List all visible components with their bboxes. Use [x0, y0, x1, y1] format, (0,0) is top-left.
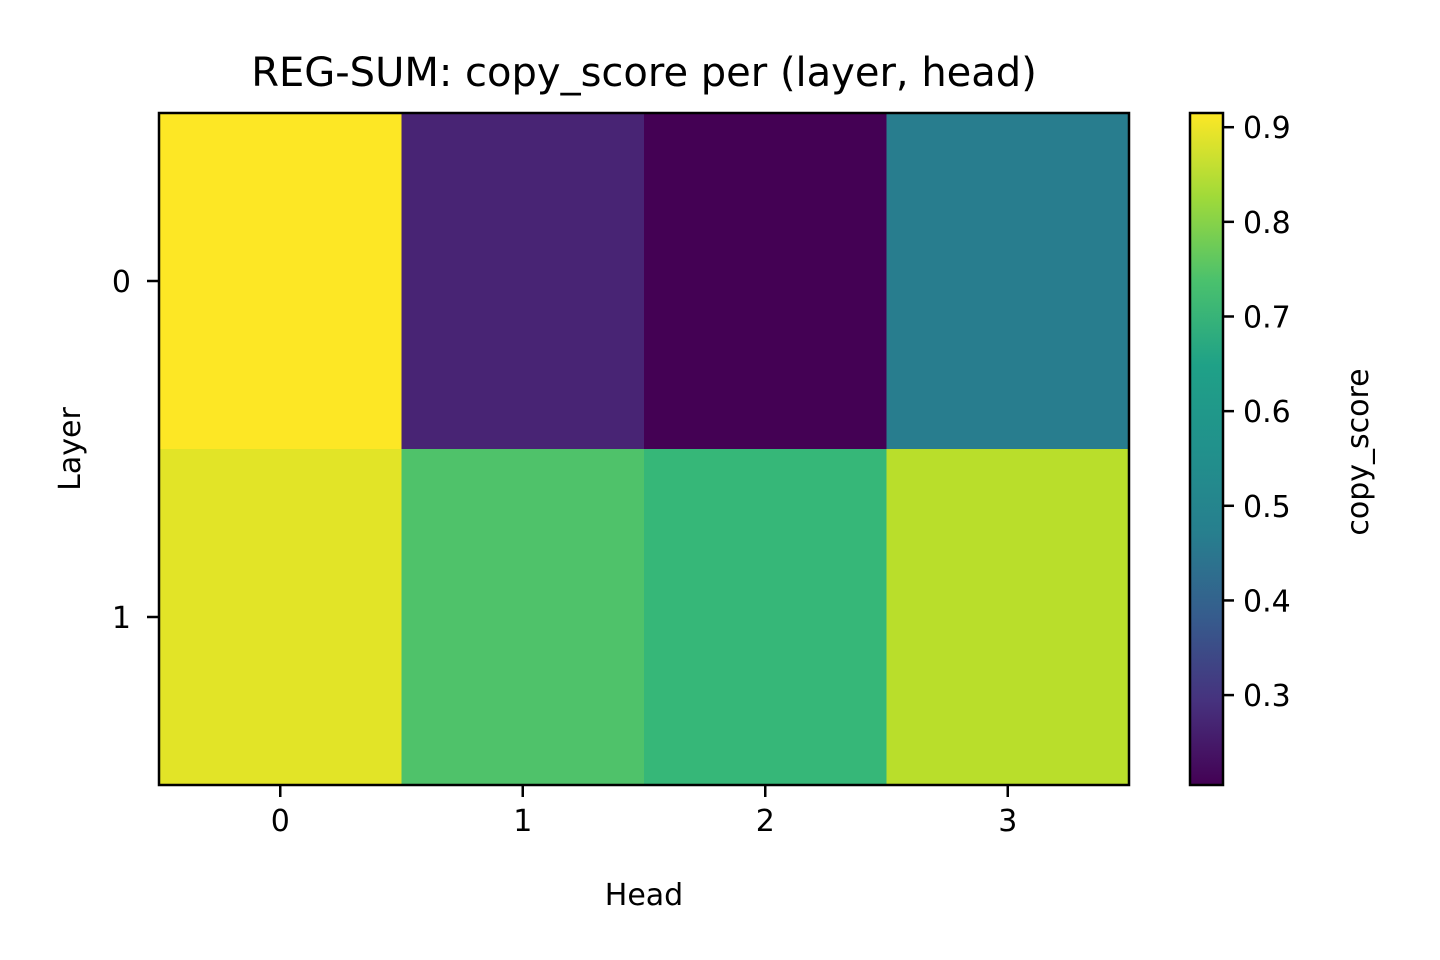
y-axis-ticks: 01 — [112, 265, 159, 636]
colorbar-tick-label: 0.7 — [1243, 300, 1291, 335]
heatmap-cell — [644, 113, 887, 450]
colorbar-tick-label: 0.8 — [1243, 206, 1291, 241]
colorbar — [1188, 111, 1225, 787]
x-tick-label: 2 — [756, 804, 775, 839]
x-axis-label: Head — [605, 878, 683, 913]
colorbar-tick-label: 0.3 — [1243, 679, 1291, 714]
heatmap-cell — [886, 449, 1130, 786]
heatmap-cell — [886, 113, 1130, 450]
heatmap-cell — [644, 449, 887, 786]
heatmap-cell — [401, 449, 645, 786]
heatmap-cell — [159, 113, 402, 450]
heatmap-cell — [159, 449, 402, 786]
plot-frame — [157, 111, 1131, 787]
heatmap-cells — [159, 113, 1130, 786]
x-tick-label: 0 — [271, 804, 290, 839]
x-tick-label: 3 — [998, 804, 1017, 839]
colorbar-tick-label: 0.9 — [1243, 111, 1291, 146]
colorbar-tick-label: 0.4 — [1243, 584, 1291, 619]
colorbar-ticks: 0.3 0.4 0.5 0.6 0.7 0.8 0.9 — [1223, 111, 1291, 714]
colorbar-label: copy_score — [1341, 368, 1376, 535]
colorbar-tick-label: 0.6 — [1243, 395, 1291, 430]
x-tick-label: 1 — [513, 804, 532, 839]
heatmap-cell — [401, 113, 645, 450]
y-tick-label: 1 — [112, 601, 131, 636]
x-axis-ticks: 0 1 2 3 — [271, 785, 1017, 839]
colorbar-tick-label: 0.5 — [1243, 490, 1291, 525]
y-tick-label: 0 — [112, 265, 131, 300]
chart-title: REG-SUM: copy_score per (layer, head) — [251, 50, 1037, 96]
y-axis-label: Layer — [53, 407, 88, 491]
